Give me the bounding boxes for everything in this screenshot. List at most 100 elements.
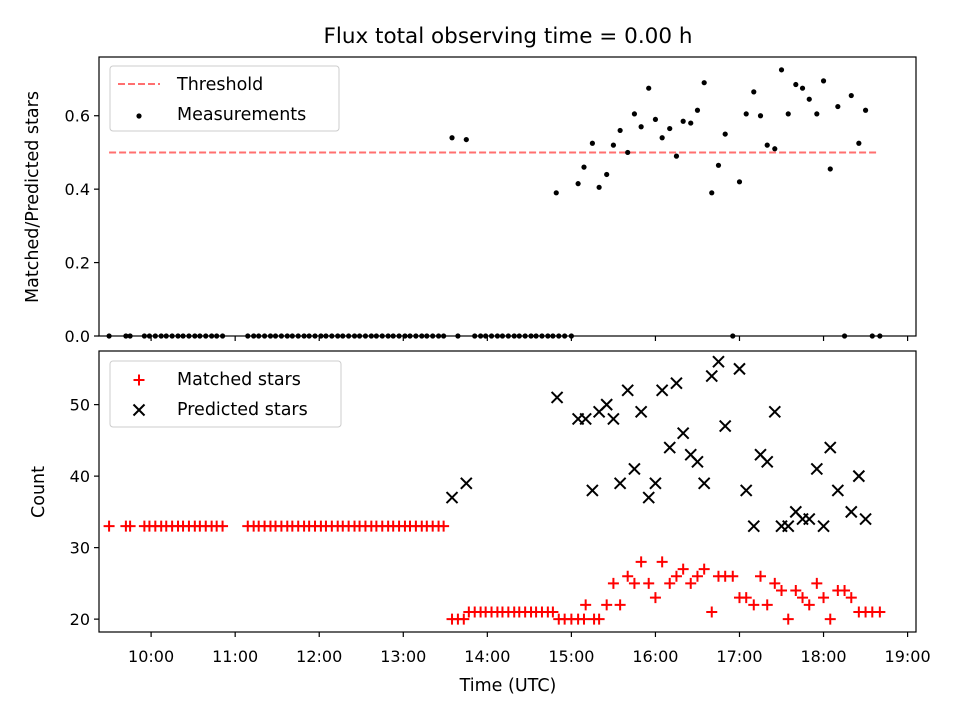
measurement-point [814,111,820,117]
legend-measurement-label: Measurements [177,105,306,125]
x-tick-label: 11:00 [212,647,258,666]
predicted-star-marker [132,403,146,417]
predicted-star-marker [676,427,690,440]
measurement-point [680,118,686,124]
y-tick-label: 20 [70,610,90,629]
matched-star-marker [628,577,640,589]
matched-star-marker [664,577,676,589]
measurement-point [709,190,715,196]
measurement-point [736,179,743,185]
matched-star-marker [578,613,590,625]
count-marks [103,355,886,625]
matched-star-marker [839,585,851,597]
matched-star-marker [438,520,450,532]
matched-star-marker [124,520,136,532]
matched-star-marker [727,570,739,582]
predicted-star-marker [642,491,655,504]
matched-star-marker [643,577,655,589]
measurement-point [715,162,722,168]
measurement-point [688,120,694,126]
matched-star-marker [607,577,619,589]
predicted-star-marker [712,355,725,368]
predicted-star-marker [600,398,613,411]
predicted-star-marker [718,419,732,433]
measurement-point [820,78,827,84]
legend-measurement-swatch [136,113,142,119]
ratio-y-axis: 0.0 0.2 0.4 0.6 [65,107,99,346]
measurement-point [667,125,673,132]
matched-star-marker [601,599,613,611]
x-tick-label: 17:00 [716,647,762,666]
predicted-star-marker [761,455,774,469]
predicted-star-marker [621,384,634,397]
matched-star-marker [755,570,767,582]
measurement-point [772,146,778,152]
matched-star-marker [811,577,823,589]
matched-star-marker [769,577,781,589]
matched-star-marker [824,613,836,625]
measurement-point [862,107,869,113]
ratio-plot-frame [98,56,917,337]
matched-star-marker [458,613,470,625]
matched-star-marker [818,592,830,604]
measurement-point [694,107,701,113]
predicted-star-marker [782,519,795,533]
ratio-plot: 0.0 0.2 0.4 0.6 Matched/Predicted stars Thr… [23,56,917,346]
predicted-star-marker [655,384,669,397]
x-tick-label: 10:00 [128,647,174,666]
measurement-point [581,164,587,170]
measurement-point [596,184,602,190]
predicted-star-marker [550,391,564,404]
count-legend: Matched stars Predicted stars [109,360,342,428]
matched-star-marker [797,592,809,604]
measurement-point [806,96,812,102]
y-tick-label: 0.4 [65,180,90,199]
predicted-star-marker [817,519,830,533]
x-tick-label: 13:00 [380,647,426,666]
measurement-point [631,111,638,117]
matched-star-marker [614,599,626,611]
predicted-star-marker [768,405,781,418]
measurement-point [449,135,455,141]
measurement-point [827,166,833,172]
count-plot-frame [98,350,917,633]
measurement-point [764,142,770,148]
y-tick-label: 0.6 [65,107,90,126]
measurement-point [751,89,757,95]
predicted-star-marker [705,369,718,383]
measurement-point [463,136,469,143]
measurement-point [722,131,728,137]
matched-star-marker [803,599,815,611]
x-tick-label: 15:00 [548,647,594,666]
measurement-point [673,153,680,159]
measurement-point [604,171,610,178]
predicted-star-marker [663,441,676,454]
ratio-legend: Threshold Measurements [109,65,340,132]
legend-box [109,360,342,428]
measurement-point [835,103,841,110]
x-tick-label: 18:00 [800,647,846,666]
x-tick-label: 14:00 [464,647,510,666]
predicted-star-marker [740,484,753,497]
matched-star-marker [761,599,773,611]
x-tick-label: 12:00 [296,647,342,666]
measurement-point [659,135,665,141]
measurement-point [652,116,659,123]
matched-star-marker [698,563,710,575]
matched-star-marker [133,374,145,386]
predicted-star-marker [634,405,648,418]
matched-star-marker [706,606,718,618]
predicted-star-marker [628,462,641,476]
measurement-point [785,111,791,117]
matched-star-marker [635,556,647,568]
matched-star-marker [685,577,697,589]
matched-star-marker [740,592,752,604]
count-x-axis-label: Time (UTC) [459,676,557,696]
matched-star-marker [748,599,760,611]
ratio-x-axis [150,336,909,341]
y-tick-label: 50 [70,396,90,415]
predicted-star-marker [460,477,473,490]
legend-predicted-label: Predicted stars [177,400,308,420]
